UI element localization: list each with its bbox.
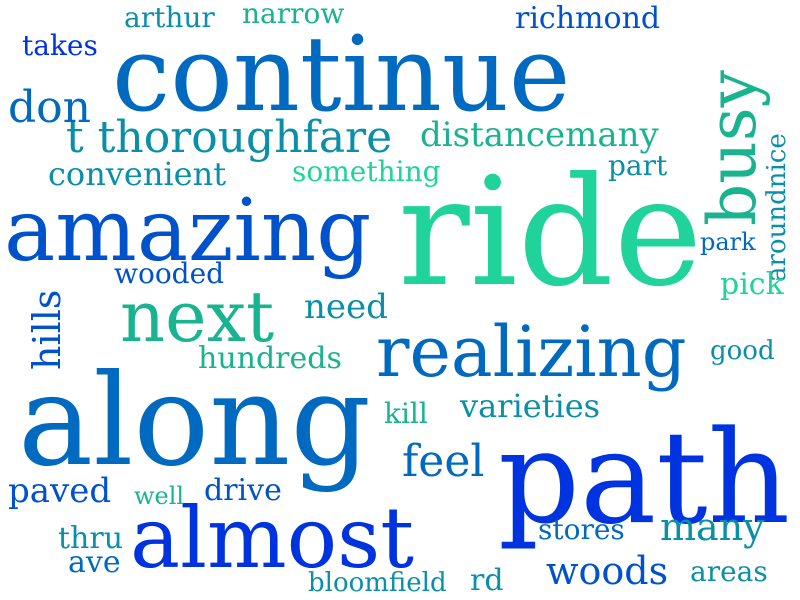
word-many: many [660, 505, 765, 549]
word-ride: ride [398, 146, 703, 320]
word-along: along [18, 347, 372, 494]
word-paved: paved [8, 471, 112, 511]
word-kill: kill [384, 397, 428, 430]
word-drive: drive [204, 473, 282, 508]
word-stores: stores [538, 513, 625, 546]
word-need: need [304, 287, 388, 327]
word-bloomfield: bloomfield [308, 568, 447, 598]
word-continue: continue [112, 13, 571, 135]
word-amazing: amazing [4, 181, 372, 281]
word-park: park [700, 228, 756, 256]
word-rd: rd [470, 563, 504, 598]
word-something: something [292, 155, 441, 188]
word-thru: thru [58, 521, 124, 556]
word-varieties: varieties [460, 387, 601, 425]
word-narrow: narrow [242, 0, 345, 30]
word-almost: almost [130, 489, 415, 587]
word-areas: areas [690, 555, 768, 588]
word-next: next [120, 276, 275, 358]
word-part: part [608, 149, 668, 182]
word-good: good [710, 336, 775, 366]
word-distancemany: distancemany [420, 115, 659, 155]
word-don: don [8, 82, 91, 133]
word-convenient: convenient [48, 155, 227, 193]
word-busy: busy [694, 70, 771, 226]
word-pick: pick [720, 267, 784, 302]
word-arthur: arthur [124, 1, 215, 34]
word-well: well [134, 482, 185, 510]
word-thoroughfare: t thoroughfare [66, 112, 393, 163]
word-takes: takes [22, 29, 98, 62]
word-hills: hills [25, 289, 69, 370]
word-woods: woods [546, 549, 669, 593]
word-hundreds: hundreds [198, 341, 342, 376]
word-realizing: realizing [376, 311, 687, 393]
word-richmond: richmond [515, 1, 661, 36]
word-feel: feel [402, 436, 485, 487]
word-aroundnice: aroundnice [762, 133, 792, 282]
word-path: path [498, 404, 791, 553]
word-wooded: wooded [114, 257, 225, 290]
word-ave: ave [68, 545, 121, 580]
